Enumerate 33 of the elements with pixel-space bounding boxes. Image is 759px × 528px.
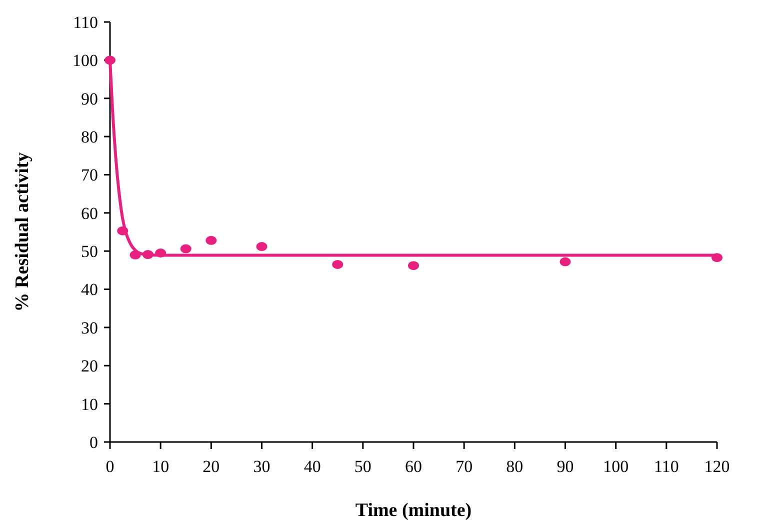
x-tick-label: 70 xyxy=(456,457,473,476)
y-tick-label: 60 xyxy=(81,204,98,223)
y-tick-label: 110 xyxy=(73,12,98,32)
x-tick-label: 10 xyxy=(152,457,170,476)
y-tick-label: 20 xyxy=(81,356,98,376)
y-tick-label: 0 xyxy=(90,432,98,452)
point xyxy=(180,244,192,254)
point xyxy=(256,242,268,252)
y-tick-label: 80 xyxy=(81,127,98,146)
point xyxy=(206,236,217,245)
y-tick-label: 50 xyxy=(81,242,98,262)
x-axis-title: Time (minute) xyxy=(355,500,472,521)
x-tick-label: 120 xyxy=(704,457,730,476)
y-tick-label: 10 xyxy=(81,394,98,414)
x-tick-label: 90 xyxy=(556,457,574,476)
point xyxy=(332,260,344,269)
x-tick-label: 110 xyxy=(654,457,679,476)
y-axis-title: % Residual activity xyxy=(12,152,33,312)
y-tick-label: 40 xyxy=(81,280,98,300)
x-tick-label: 40 xyxy=(304,457,321,476)
point xyxy=(408,261,419,270)
x-tick-label: 20 xyxy=(202,457,220,476)
y-tick-label: 90 xyxy=(81,89,98,108)
x-tick-label: 60 xyxy=(405,457,422,476)
y-tick-label: 100 xyxy=(72,51,98,70)
x-tick-label: 30 xyxy=(253,457,270,476)
x-tick-label: 50 xyxy=(354,457,372,476)
x-tick-label: 100 xyxy=(603,457,629,476)
y-tick-label: 70 xyxy=(81,166,98,185)
point xyxy=(560,257,571,266)
y-tick-label: 30 xyxy=(81,318,98,338)
x-tick-label: 80 xyxy=(506,457,524,476)
x-tick-label: 0 xyxy=(106,457,114,476)
